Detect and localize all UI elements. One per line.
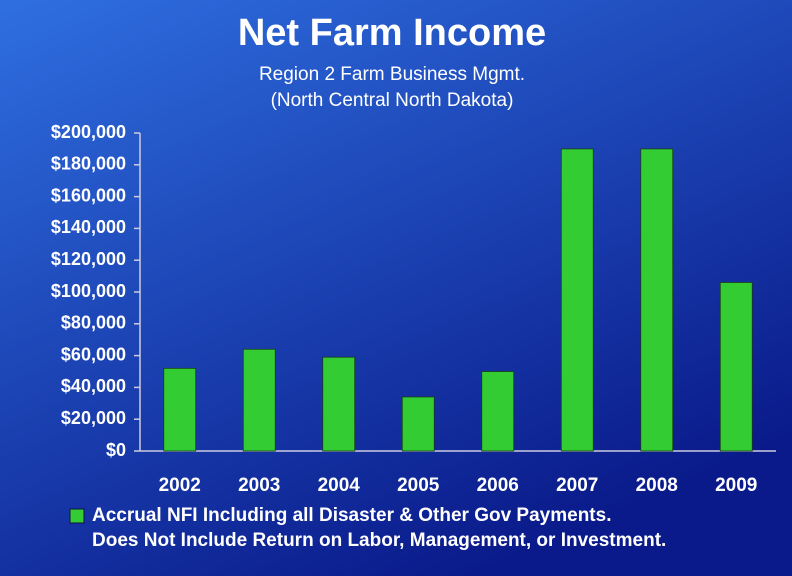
x-tick-label: 2007 [556,475,598,496]
bar [481,371,515,452]
bar [640,148,674,452]
x-tick-label: 2005 [397,475,440,496]
y-tick-label: $180,000 [51,154,126,174]
y-tick-label: $40,000 [61,376,126,396]
y-tick-label: $200,000 [51,122,126,142]
bar [242,348,276,452]
x-tick-label: 2003 [238,475,280,496]
subtitle: Region 2 Farm Business Mgmt. [259,64,525,85]
y-tick-label: $0 [106,440,126,460]
y-tick-label: $160,000 [51,185,126,205]
bar [560,148,594,452]
y-tick-label: $60,000 [61,344,126,364]
bar [322,356,356,452]
bar [401,396,435,452]
bar [719,282,753,452]
x-tick-label: 2008 [636,475,678,496]
y-tick-label: $140,000 [51,217,126,237]
y-tick-label: $100,000 [51,281,126,301]
subtitle: (North Central North Dakota) [271,90,514,111]
y-tick-label: $20,000 [61,408,126,428]
legend-swatch [69,508,85,524]
x-tick-label: 2009 [715,475,757,496]
note: Does Not Include Return on Labor, Manage… [92,530,666,551]
y-tick-label: $80,000 [61,313,126,333]
bar [163,367,197,452]
x-tick-label: 2006 [477,475,519,496]
x-tick-label: 2004 [318,475,361,496]
y-tick-label: $120,000 [51,249,126,269]
chart-title: Net Farm Income [238,12,546,54]
legend-label: Accrual NFI Including all Disaster & Oth… [92,505,611,526]
x-tick-label: 2002 [159,475,201,496]
